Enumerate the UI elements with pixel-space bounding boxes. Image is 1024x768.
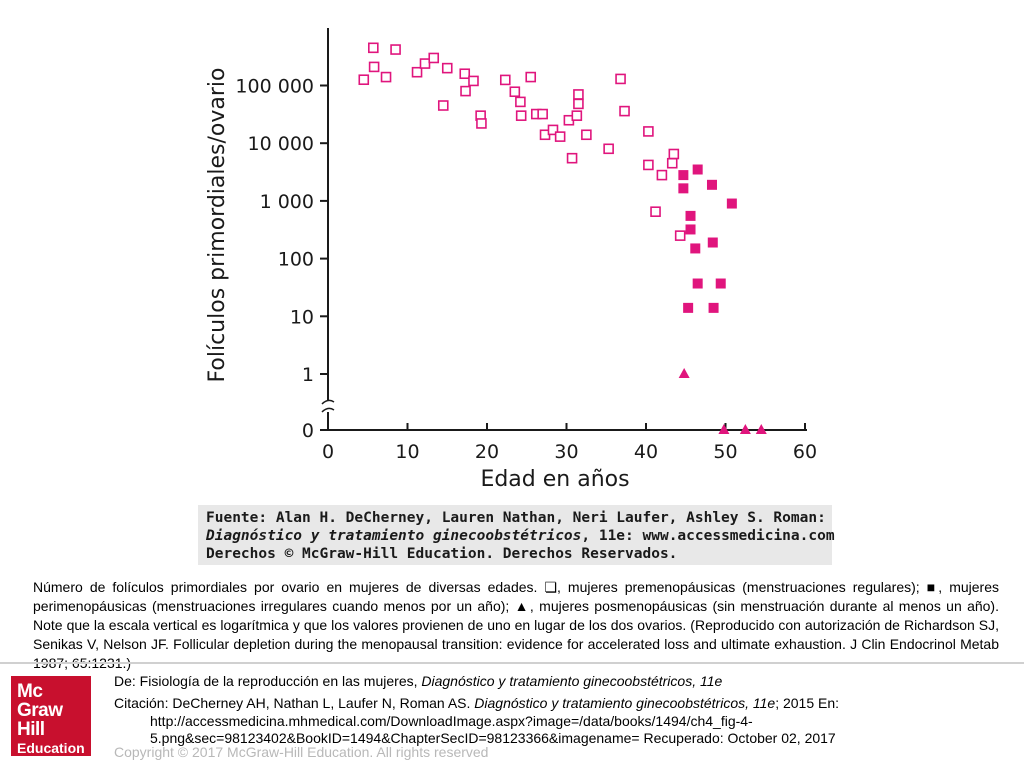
postmenopausal-point <box>739 424 751 434</box>
x-tick-label: 60 <box>793 441 817 463</box>
premenopausal-point <box>380 71 392 83</box>
premenopausal-point <box>566 152 578 164</box>
perimenopausal-point <box>690 243 701 254</box>
footer-divider <box>0 662 1024 664</box>
mcgraw-hill-logo: Mc Graw Hill Education <box>11 676 91 756</box>
source-book-title: Diagnóstico y tratamiento ginecoobstétri… <box>206 528 582 544</box>
x-axis-title: Edad en años <box>480 467 629 492</box>
figure-caption: Número de folículos primordiales por ova… <box>33 579 999 671</box>
premenopausal-point <box>668 148 680 160</box>
premenopausal-point <box>441 62 453 74</box>
postmenopausal-point <box>718 424 730 434</box>
footer-url-line-1[interactable]: http://accessmedicina.mhmedical.com/Down… <box>150 713 753 729</box>
perimenopausal-point <box>692 164 703 175</box>
y-tick-label: 1 000 <box>260 191 314 213</box>
source-box: Fuente: Alan H. DeCherney, Lauren Nathan… <box>198 505 835 565</box>
x-tick-label: 20 <box>475 441 499 463</box>
x-tick-label: 40 <box>634 441 658 463</box>
copyright-text: Copyright © 2017 McGraw-Hill Education. … <box>114 744 489 760</box>
premenopausal-point <box>515 110 527 121</box>
logo-line-3: Hill <box>17 719 45 740</box>
premenopausal-point <box>615 73 626 85</box>
footer-url-line-2[interactable]: 5.png&sec=98123402&BookID=1494&ChapterSe… <box>150 730 836 746</box>
source-line-1: Fuente: Alan H. DeCherney, Lauren Nathan… <box>206 510 826 526</box>
footer-citation-prefix: Citación: DeCherney AH, Nathan L, Laufer… <box>114 695 475 711</box>
x-tick-label: 30 <box>554 441 578 463</box>
postmenopausal-point <box>755 424 767 434</box>
premenopausal-point <box>368 42 379 54</box>
perimenopausal-point <box>685 224 696 235</box>
premenopausal-point <box>650 206 661 217</box>
premenopausal-point <box>368 61 380 73</box>
footer-citation-book: Diagnóstico y tratamiento ginecoobstétri… <box>474 695 776 711</box>
logo-line-1: Mc <box>17 681 43 702</box>
y-tick-label: 10 <box>290 306 314 328</box>
perimenopausal-point <box>683 302 694 313</box>
logo-line-2: Graw <box>17 700 63 721</box>
premenopausal-point <box>619 105 630 117</box>
perimenopausal-point <box>678 170 689 181</box>
y-axis-title: Folículos primordiales/ovario <box>205 68 230 383</box>
premenopausal-point <box>509 86 521 98</box>
premenopausal-point <box>358 74 370 86</box>
premenopausal-point <box>460 85 471 97</box>
premenopausal-point <box>515 96 526 108</box>
premenopausal-point <box>643 126 654 137</box>
axis-break-mark <box>321 399 335 413</box>
y-tick-label: 100 <box>278 249 314 271</box>
y-tick-label: 0 <box>302 420 314 442</box>
premenopausal-point <box>547 124 559 136</box>
premenopausal-point <box>419 58 431 69</box>
premenopausal-point <box>459 68 471 80</box>
perimenopausal-point <box>708 302 719 313</box>
footer-from-prefix: De: Fisiología de la reproducción en las… <box>114 673 422 689</box>
premenopausal-point <box>537 108 548 120</box>
perimenopausal-point <box>678 183 689 194</box>
premenopausal-point <box>656 169 668 181</box>
perimenopausal-point <box>706 179 717 190</box>
premenopausal-point <box>573 98 584 110</box>
x-tick-label: 0 <box>322 441 334 463</box>
perimenopausal-point <box>685 210 696 221</box>
x-tick-label: 10 <box>395 441 419 463</box>
premenopausal-point <box>476 118 487 129</box>
premenopausal-point <box>666 157 678 169</box>
premenopausal-point <box>581 129 592 141</box>
y-tick-label: 1 <box>302 364 314 386</box>
perimenopausal-point <box>707 237 718 248</box>
x-tick-label: 50 <box>713 441 737 463</box>
premenopausal-point <box>603 143 614 155</box>
chart-axes: 1 10 100 1 000 10 000 100 000 00 10 20 30 40 50 60 <box>235 28 817 463</box>
perimenopausal-point <box>715 278 726 289</box>
premenopausal-point <box>674 230 686 241</box>
postmenopausal-point <box>678 368 690 378</box>
premenopausal-point <box>573 89 584 100</box>
premenopausal-point <box>428 52 440 64</box>
footer-citation-suffix: ; 2015 En: <box>775 695 840 711</box>
premenopausal-point <box>499 74 511 86</box>
y-tick-label: 100 000 <box>235 76 314 98</box>
y-tick-label: 10 000 <box>248 133 314 155</box>
premenopausal-point <box>468 75 479 87</box>
source-line-2: Diagnóstico y tratamiento ginecoobstétri… <box>206 527 835 545</box>
source-line-3: Derechos © McGraw-Hill Education. Derech… <box>206 546 678 562</box>
premenopausal-point <box>437 100 449 111</box>
source-edition-site: , 11e: www.accessmedicina.com <box>581 528 835 544</box>
chart-marks <box>358 42 767 434</box>
perimenopausal-point <box>692 278 703 289</box>
premenopausal-point <box>525 71 537 83</box>
premenopausal-point <box>571 110 583 121</box>
premenopausal-point <box>390 44 401 55</box>
footer-citation: Citación: DeCherney AH, Nathan L, Laufer… <box>114 694 839 712</box>
premenopausal-point <box>411 66 423 78</box>
premenopausal-point <box>554 131 566 142</box>
perimenopausal-point <box>726 198 737 209</box>
premenopausal-point <box>643 159 654 171</box>
footer-from-book: Diagnóstico y tratamiento ginecoobstétri… <box>421 673 723 689</box>
logo-line-4: Education <box>17 740 85 756</box>
footer-from: De: Fisiología de la reproducción en las… <box>114 672 722 690</box>
